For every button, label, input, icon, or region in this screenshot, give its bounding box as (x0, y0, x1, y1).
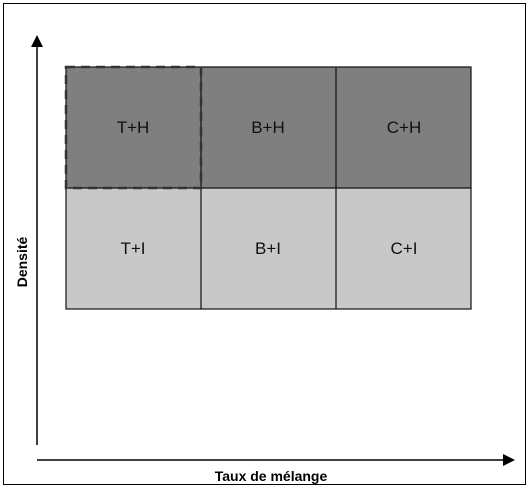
cell-bottom-middle (201, 188, 336, 309)
cell-top-left (66, 67, 201, 188)
cell-bottom-right (336, 188, 471, 309)
x-axis-label: Taux de mélange (215, 468, 328, 484)
cell-label-top-middle: B+H (251, 118, 285, 137)
cell-bottom-left (66, 188, 201, 309)
cell-label-top-left: T+H (117, 118, 150, 137)
cell-label-bottom-left: T+I (120, 239, 145, 258)
cell-label-bottom-middle: B+I (255, 239, 281, 258)
cell-top-right (336, 67, 471, 188)
cell-label-bottom-right: C+I (391, 239, 418, 258)
cell-top-middle (201, 67, 336, 188)
cell-label-top-right: C+H (387, 118, 421, 137)
highlighted-cell-border (64, 65, 203, 190)
y-axis-label: Densité (14, 237, 30, 288)
